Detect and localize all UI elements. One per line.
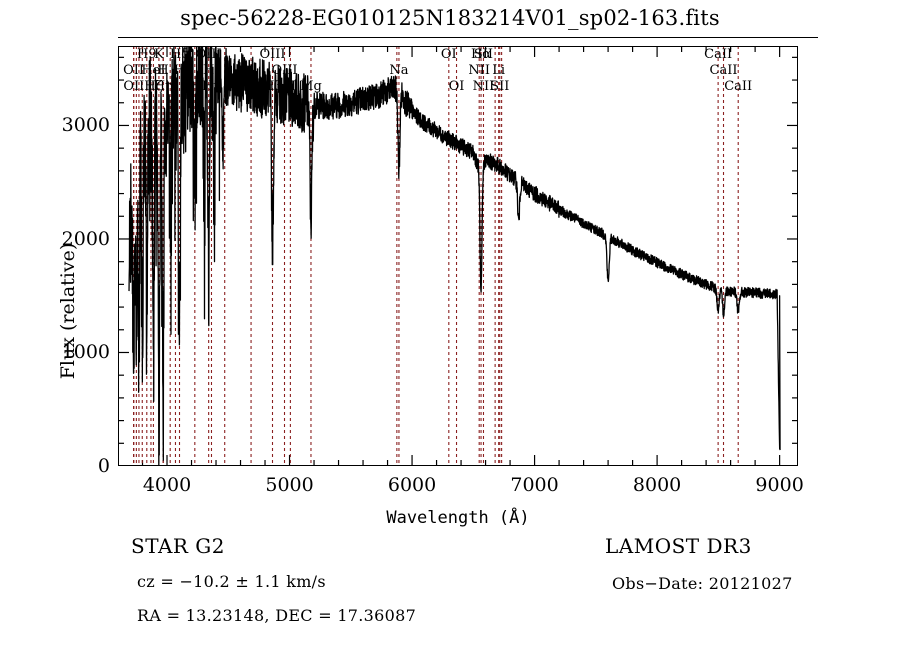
y-tick-label: 3000: [61, 114, 110, 137]
x-tick-label: 5000: [265, 474, 314, 496]
spectral-line-label: CaII: [704, 47, 733, 62]
x-tick-label: 4000: [142, 474, 192, 496]
x-tick-label: 6000: [387, 474, 437, 496]
spectral-line-label: OII: [123, 79, 145, 94]
spectrum-canvas: [118, 46, 798, 466]
spectrum-trace: [128, 46, 781, 466]
spectral-line-label: H: [189, 79, 201, 94]
spectral-line-label: Na: [389, 63, 409, 78]
spectral-line-label: H: [202, 63, 215, 78]
page-title: spec-56228-EG010125N183214V01_sp02-163.f…: [180, 6, 720, 30]
plot-frame: [118, 46, 798, 466]
spectral-line-label: H: [157, 63, 169, 78]
x-axis-title: Wavelength (Å): [386, 508, 530, 528]
spectral-line-label: SII: [490, 79, 510, 94]
spectral-line-label: Hζ: [144, 79, 163, 94]
spectral-line-label: OI: [448, 79, 465, 94]
spectral-line-label: Hα: [470, 47, 492, 62]
spectral-line-label: K: [154, 47, 164, 62]
spectral-line-label: Li: [492, 63, 506, 78]
spectral-line-label: OIII: [195, 47, 222, 62]
x-tick-label: 7000: [510, 474, 559, 496]
spectral-line-label: OIII: [259, 47, 286, 62]
spectral-line-label: H9: [136, 47, 157, 62]
spectral-line-label: HeI: [141, 63, 166, 78]
spectral-line-label: Hβ: [263, 79, 282, 94]
coordinates: RA = 13.23148, DEC = 17.36087: [137, 606, 417, 625]
object-class: STAR G2: [131, 534, 226, 558]
spectral-line-label: SII: [473, 47, 494, 62]
spectral-line-label: Hγ: [201, 79, 222, 94]
spectral-line-label: H: [173, 63, 186, 78]
spectral-line-label: NII: [472, 79, 495, 94]
axis-ticks: [118, 46, 798, 466]
spectral-line-label: Hδ: [169, 47, 190, 62]
title-underline: [118, 37, 818, 38]
x-tick-label: 9000: [755, 474, 804, 496]
y-tick-label: 1000: [61, 341, 110, 364]
y-tick-label: 2000: [61, 227, 110, 250]
spectral-line-label: Hη: [153, 79, 173, 94]
spectral-line-label: NII: [468, 63, 491, 78]
plot-area: [118, 46, 798, 466]
y-tick-label: 0: [97, 455, 110, 477]
spectral-line-label: OI: [440, 47, 457, 62]
y-axis-title: Flux (relative): [57, 242, 79, 380]
spectral-line-label: CaII: [709, 63, 738, 78]
spectral-line-label: CaII: [724, 79, 753, 94]
observation-date: Obs−Date: 20121027: [612, 574, 793, 593]
spectral-line-label: Mg: [300, 79, 322, 94]
spectral-line-label: H: [284, 79, 297, 94]
redshift-velocity: cz = −10.2 ± 1.1 km/s: [137, 572, 326, 591]
spectral-line-label: OIII: [271, 63, 298, 78]
x-tick-label: 8000: [632, 474, 682, 496]
survey-label: LAMOST DR3: [605, 534, 752, 558]
spectral-line-label: OII: [123, 63, 145, 78]
